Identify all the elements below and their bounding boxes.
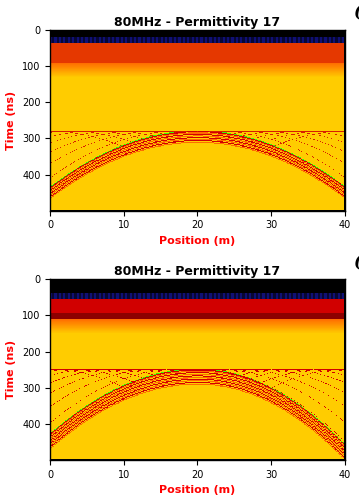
Text: (b): (b) (354, 254, 359, 270)
Title: 80MHz - Permittivity 17: 80MHz - Permittivity 17 (115, 16, 280, 29)
Title: 80MHz - Permittivity 17: 80MHz - Permittivity 17 (115, 265, 280, 278)
X-axis label: Position (m): Position (m) (159, 236, 236, 246)
Text: (a): (a) (354, 4, 359, 21)
Y-axis label: Time (ns): Time (ns) (6, 91, 17, 150)
Y-axis label: Time (ns): Time (ns) (6, 340, 17, 399)
X-axis label: Position (m): Position (m) (159, 486, 236, 496)
